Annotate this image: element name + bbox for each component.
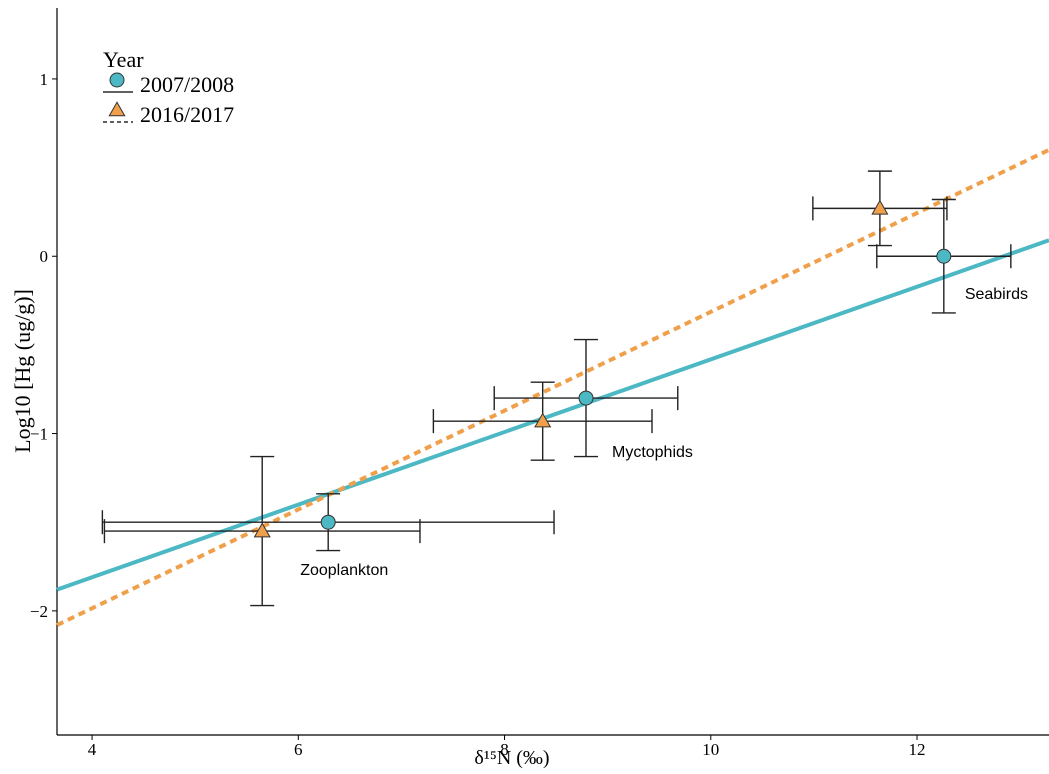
y-tick-label: −2 — [30, 602, 48, 621]
point — [936, 248, 952, 264]
legend-label: 2007/2008 — [140, 72, 234, 97]
x-tick-label: 6 — [294, 740, 303, 759]
annotation: Seabirds — [965, 286, 1028, 303]
legend-label: 2016/2017 — [140, 102, 234, 127]
annotation: Zooplankton — [300, 562, 388, 579]
x-tick-label: 8 — [500, 740, 509, 759]
y-tick-label: −1 — [30, 425, 48, 444]
x-tick-label: 4 — [88, 740, 97, 759]
legend-marker — [109, 72, 125, 88]
legend-marker — [108, 101, 126, 117]
y-tick-label: 1 — [40, 70, 49, 89]
annotation: Myctophids — [612, 444, 693, 461]
y-axis-label: Log10 [Hg (ug/g)] — [10, 289, 35, 453]
fit-line — [56, 148, 1049, 627]
fit-line — [56, 238, 1049, 592]
point — [534, 412, 552, 428]
point — [253, 522, 271, 538]
y-tick-label: 0 — [40, 247, 49, 266]
point — [320, 514, 336, 530]
legend-title: Year — [103, 47, 144, 72]
x-tick-label: 10 — [702, 740, 719, 759]
point — [871, 199, 889, 215]
point — [578, 390, 594, 406]
x-axis-label: δ¹⁵N (‰) — [474, 747, 549, 769]
x-tick-label: 12 — [909, 740, 926, 759]
